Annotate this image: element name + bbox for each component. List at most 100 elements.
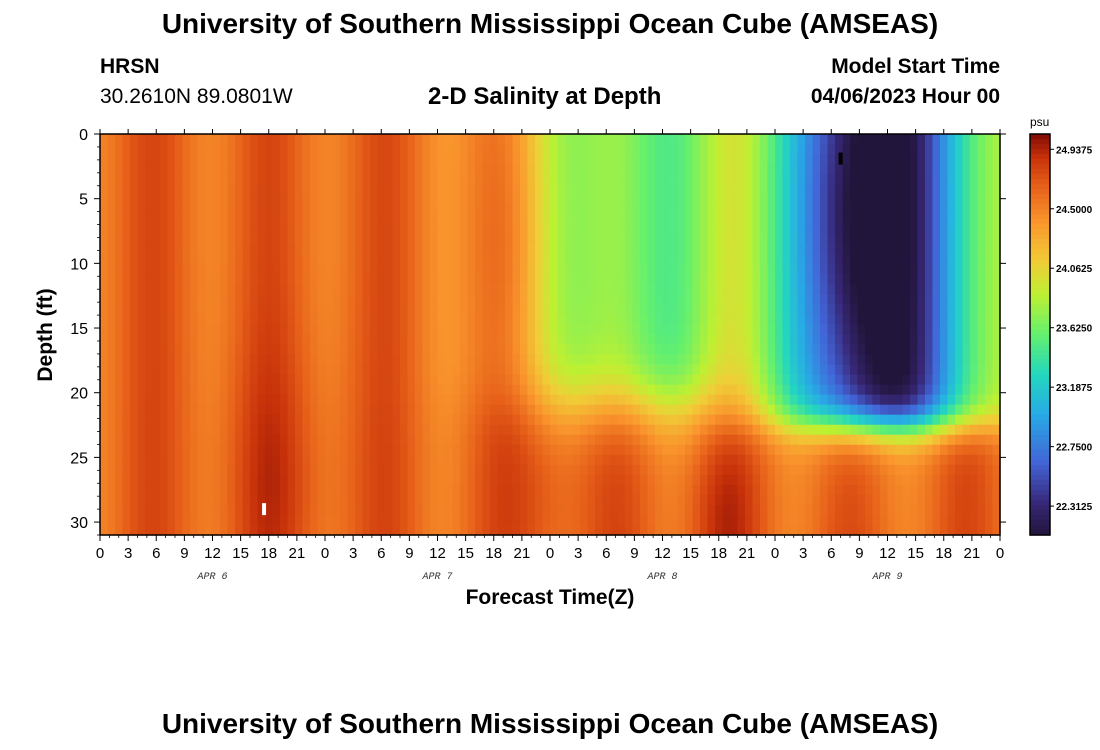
- heatmap-cell: [415, 514, 424, 526]
- heatmap-cell: [452, 244, 461, 255]
- heatmap-cell: [782, 184, 791, 195]
- heatmap-cell: [595, 474, 604, 486]
- heatmap-cell: [400, 384, 409, 396]
- heatmap-cell: [400, 254, 409, 265]
- heatmap-cell: [550, 374, 559, 386]
- heatmap-cell: [430, 264, 439, 275]
- heatmap-cell: [745, 294, 754, 306]
- heatmap-cell: [467, 164, 476, 175]
- heatmap-cell: [317, 404, 326, 416]
- heatmap-cell: [910, 234, 919, 245]
- heatmap-cell: [610, 284, 619, 296]
- heatmap-cell: [535, 434, 544, 446]
- heatmap-cell: [910, 384, 919, 396]
- heatmap-cell: [115, 254, 124, 265]
- heatmap-cell: [347, 524, 356, 536]
- heatmap-cell: [167, 204, 176, 215]
- heatmap-cell: [100, 494, 109, 506]
- heatmap-cell: [422, 214, 431, 225]
- heatmap-cell: [437, 214, 446, 225]
- heatmap-cell: [587, 504, 596, 516]
- heatmap-cell: [362, 174, 371, 185]
- heatmap-cell: [617, 134, 626, 145]
- heatmap-cell: [107, 384, 116, 396]
- heatmap-cell: [287, 344, 296, 356]
- heatmap-cell: [460, 184, 469, 195]
- heatmap-cell: [115, 384, 124, 396]
- heatmap-cell: [902, 164, 911, 175]
- heatmap-cell: [272, 184, 281, 195]
- heatmap-cell: [835, 384, 844, 396]
- heatmap-cell: [520, 224, 529, 235]
- heatmap-cell: [715, 414, 724, 426]
- heatmap-cell: [377, 164, 386, 175]
- heatmap-cell: [107, 174, 116, 185]
- heatmap-cell: [325, 194, 334, 205]
- heatmap-cell: [692, 454, 701, 466]
- heatmap-cell: [520, 244, 529, 255]
- heatmap-cell: [370, 134, 379, 145]
- heatmap-cell: [437, 234, 446, 245]
- heatmap-cell: [475, 284, 484, 296]
- heatmap-cell: [445, 324, 454, 336]
- heatmap-cell: [167, 234, 176, 245]
- heatmap-cell: [227, 174, 236, 185]
- heatmap-cell: [722, 324, 731, 336]
- heatmap-cell: [212, 234, 221, 245]
- heatmap-cell: [475, 314, 484, 326]
- heatmap-cell: [872, 304, 881, 316]
- heatmap-cell: [250, 274, 259, 285]
- heatmap-cell: [565, 184, 574, 195]
- heatmap-cell: [782, 444, 791, 456]
- heatmap-cell: [520, 134, 529, 145]
- heatmap-cell: [572, 304, 581, 316]
- heatmap-cell: [497, 454, 506, 466]
- heatmap-cell: [670, 164, 679, 175]
- heatmap-cell: [400, 344, 409, 356]
- heatmap-cell: [572, 224, 581, 235]
- heatmap-cell: [257, 234, 266, 245]
- heatmap-cell: [542, 164, 551, 175]
- heatmap-cell: [512, 484, 521, 496]
- heatmap-cell: [527, 234, 536, 245]
- heatmap-cell: [775, 284, 784, 296]
- heatmap-cell: [902, 444, 911, 456]
- heatmap-cell: [272, 384, 281, 396]
- heatmap-cell: [235, 144, 244, 155]
- heatmap-cell: [377, 154, 386, 165]
- heatmap-cell: [152, 344, 161, 356]
- heatmap-cell: [895, 204, 904, 215]
- station-coordinates: 30.2610N 89.0801W: [100, 85, 293, 108]
- heatmap-cell: [610, 324, 619, 336]
- heatmap-cell: [760, 134, 769, 145]
- heatmap-cell: [527, 154, 536, 165]
- heatmap-cell: [527, 394, 536, 406]
- heatmap-cell: [497, 284, 506, 296]
- heatmap-cell: [692, 444, 701, 456]
- heatmap-cell: [640, 164, 649, 175]
- heatmap-cell: [955, 264, 964, 275]
- heatmap-cell: [227, 154, 236, 165]
- heatmap-cell: [850, 184, 859, 195]
- heatmap-cell: [797, 344, 806, 356]
- heatmap-cell: [152, 334, 161, 346]
- heatmap-cell: [692, 344, 701, 356]
- heatmap-cell: [730, 524, 739, 536]
- heatmap-cell: [475, 254, 484, 265]
- heatmap-cell: [692, 464, 701, 476]
- heatmap-cell: [527, 454, 536, 466]
- heatmap-cell: [310, 414, 319, 426]
- heatmap-cell: [385, 354, 394, 366]
- heatmap-cell: [670, 384, 679, 396]
- heatmap-cell: [760, 214, 769, 225]
- heatmap-cell: [662, 394, 671, 406]
- heatmap-cell: [505, 314, 514, 326]
- heatmap-cell: [175, 444, 184, 456]
- heatmap-cell: [842, 374, 851, 386]
- heatmap-cell: [685, 134, 694, 145]
- heatmap-cell: [932, 434, 941, 446]
- heatmap-cell: [452, 514, 461, 526]
- heatmap-cell: [812, 514, 821, 526]
- heatmap-cell: [865, 474, 874, 486]
- heatmap-cell: [467, 324, 476, 336]
